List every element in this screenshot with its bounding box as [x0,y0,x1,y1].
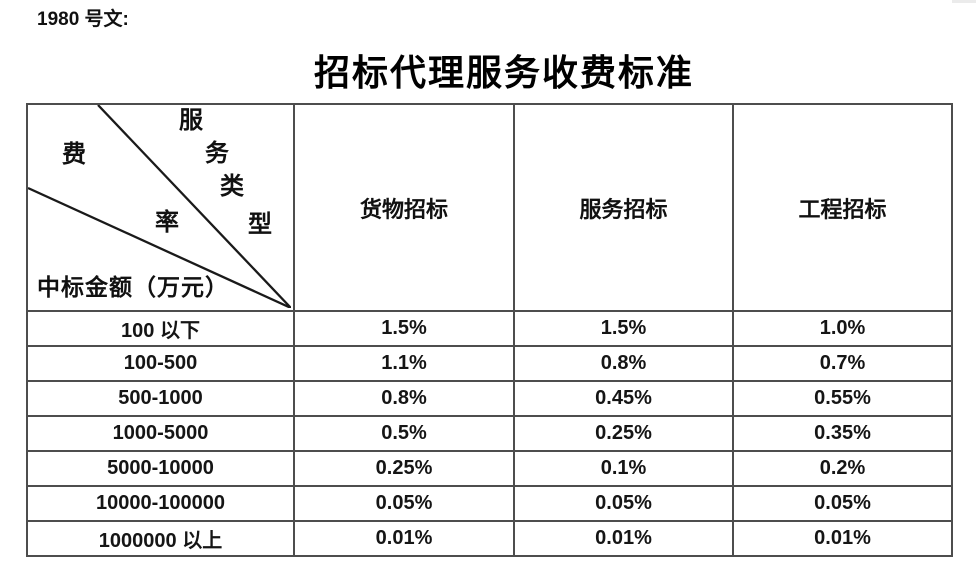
fee-value-cell: 0.25% [293,450,515,487]
row-range-cell: 1000-5000 [26,415,295,452]
document-ref-label: 1980 号文: [37,9,129,30]
row-range-cell: 500-1000 [26,380,295,417]
row-range-cell: 100-500 [26,345,295,382]
table-row: 500-1000 0.8% 0.45% 0.55% [26,380,953,417]
fee-value-cell: 0.55% [732,380,953,417]
fee-value-cell: 0.45% [513,380,734,417]
table-row: 5000-10000 0.25% 0.1% 0.2% [26,450,953,487]
corner-char-service: 型 [248,212,272,238]
fee-value-cell: 0.7% [732,345,953,382]
fee-value-cell: 0.2% [732,450,953,487]
fee-value-cell: 0.35% [732,415,953,452]
row-range-cell: 10000-100000 [26,485,295,522]
fee-standard-table: 服 务 类 型 费 率 中标金额（万元） 货物招标 服务招标 工程招标 100 … [26,103,953,557]
fee-value-cell: 0.05% [293,485,515,522]
table-row: 10000-100000 0.05% 0.05% 0.05% [26,485,953,522]
column-header-service: 服务招标 [513,103,734,312]
fee-value-cell: 1.5% [513,310,734,347]
page-edge-artifact [952,0,976,3]
row-range-cell: 1000000 以上 [26,520,295,557]
table-row: 1000-5000 0.5% 0.25% 0.35% [26,415,953,452]
amount-axis-label: 中标金额（万元） [37,275,229,300]
fee-value-cell: 0.8% [293,380,515,417]
fee-value-cell: 0.1% [513,450,734,487]
corner-char-service: 类 [220,174,244,200]
column-header-engineering: 工程招标 [732,103,953,312]
page-title: 招标代理服务收费标准 [313,53,694,93]
table-header-row: 服 务 类 型 费 率 中标金额（万元） 货物招标 服务招标 工程招标 [26,103,953,312]
corner-char-service: 服 [179,108,203,134]
diagonal-lines [29,106,291,308]
table-row: 100-500 1.1% 0.8% 0.7% [26,345,953,382]
corner-char-service: 务 [205,141,229,167]
table-row: 100 以下 1.5% 1.5% 1.0% [26,310,953,347]
fee-value-cell: 0.01% [732,520,953,557]
fee-value-cell: 0.5% [293,415,515,452]
fee-value-cell: 0.8% [513,345,734,382]
row-range-cell: 100 以下 [26,310,295,347]
fee-value-cell: 0.25% [513,415,734,452]
fee-value-cell: 0.01% [513,520,734,557]
fee-value-cell: 1.1% [293,345,515,382]
corner-char-rate: 费 [62,142,86,168]
table-row: 1000000 以上 0.01% 0.01% 0.01% [26,520,953,557]
fee-value-cell: 0.05% [513,485,734,522]
column-header-goods: 货物招标 [293,103,515,312]
fee-value-cell: 0.01% [293,520,515,557]
row-range-cell: 5000-10000 [26,450,295,487]
corner-char-rate: 率 [155,210,179,236]
fee-value-cell: 0.05% [732,485,953,522]
diagonal-corner-cell: 服 务 类 型 费 率 中标金额（万元） [26,103,295,312]
fee-value-cell: 1.0% [732,310,953,347]
fee-value-cell: 1.5% [293,310,515,347]
